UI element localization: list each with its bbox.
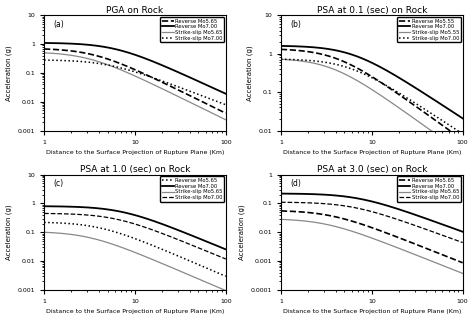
Text: (c): (c) (53, 179, 64, 188)
Y-axis label: Acceleration (g): Acceleration (g) (238, 204, 245, 260)
Legend: Reverse Mo5.65, Reverse Mo7.00, Strike-slip Mo5.65, Strike-slip Mo7.00: Reverse Mo5.65, Reverse Mo7.00, Strike-s… (397, 176, 461, 202)
X-axis label: Distance to the Surface Projection of Rupture Plane (Km): Distance to the Surface Projection of Ru… (46, 150, 224, 155)
Legend: Reverse Mo5.65, Reverse Mo7.00, Strike-slip Mo5.65, Strike-slip Mo7.00: Reverse Mo5.65, Reverse Mo7.00, Strike-s… (160, 17, 224, 43)
Y-axis label: Acceleration (g): Acceleration (g) (6, 45, 12, 101)
Text: (b): (b) (290, 20, 301, 29)
Text: (d): (d) (290, 179, 301, 188)
X-axis label: Distance to the Surface Projection of Rupture Plane (Km): Distance to the Surface Projection of Ru… (46, 309, 224, 315)
Title: PSA at 3.0 (sec) on Rock: PSA at 3.0 (sec) on Rock (317, 165, 427, 174)
Legend: Reverse Mo5.55, Reverse Mo7.00, Strike-slip Mo5.55, Strike-slip Mo7.00: Reverse Mo5.55, Reverse Mo7.00, Strike-s… (397, 17, 461, 43)
X-axis label: Distance to the Surface Projection of Rupture Plane (Km): Distance to the Surface Projection of Ru… (283, 309, 461, 315)
Title: PGA on Rock: PGA on Rock (106, 5, 164, 14)
Y-axis label: Acceleration (g): Acceleration (g) (246, 45, 253, 101)
Text: (a): (a) (53, 20, 64, 29)
Legend: Reverse Mo5.65, Reverse Mo7.00, Strike-slip Mo5.65, Strike-slip Mo7.00: Reverse Mo5.65, Reverse Mo7.00, Strike-s… (160, 176, 224, 202)
X-axis label: Distance to the Surface Projection of Rupture Plane (Km): Distance to the Surface Projection of Ru… (283, 150, 461, 155)
Title: PSA at 0.1 (sec) on Rock: PSA at 0.1 (sec) on Rock (317, 5, 427, 14)
Y-axis label: Acceleration (g): Acceleration (g) (6, 204, 12, 260)
Title: PSA at 1.0 (sec) on Rock: PSA at 1.0 (sec) on Rock (80, 165, 190, 174)
